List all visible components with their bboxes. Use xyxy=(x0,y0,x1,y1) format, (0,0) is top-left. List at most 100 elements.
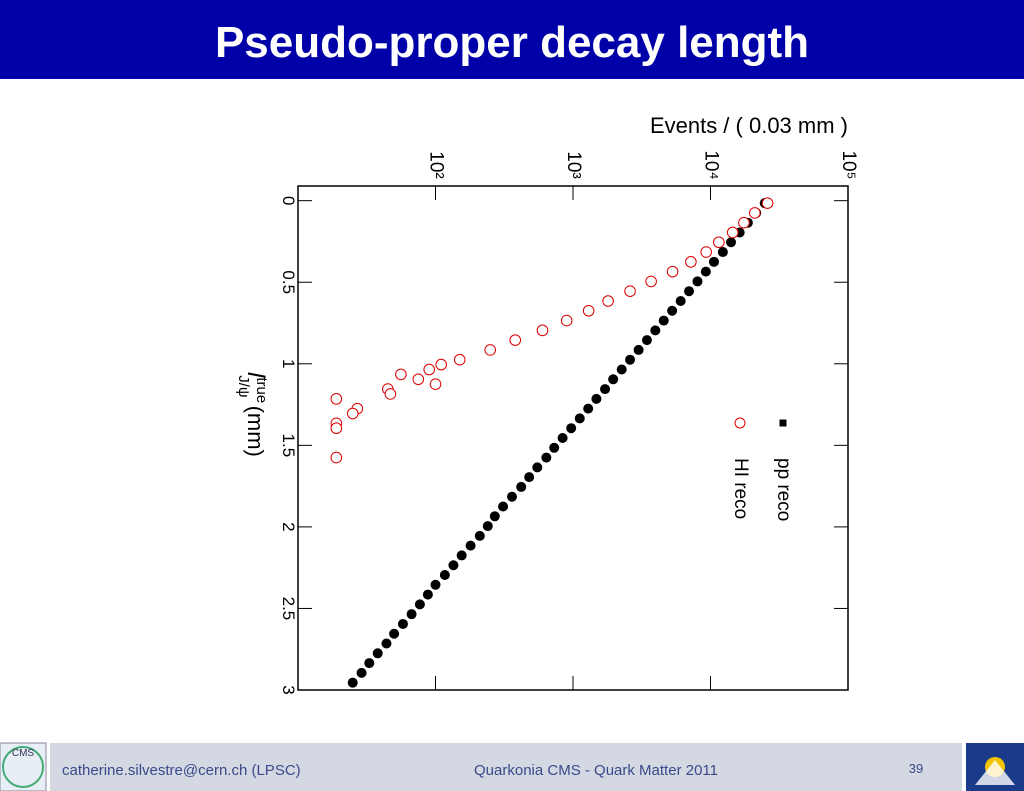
data-point xyxy=(381,638,392,649)
data-point xyxy=(484,344,497,356)
footer-event: Quarkonia CMS - Quark Matter 2011 xyxy=(474,762,718,779)
data-point xyxy=(498,501,509,512)
legend-marker xyxy=(734,417,746,429)
data-point xyxy=(372,648,383,659)
x-tick-label: 2.5 xyxy=(279,597,298,621)
data-point xyxy=(566,423,577,434)
data-point xyxy=(692,276,703,287)
data-point xyxy=(738,216,750,229)
data-point xyxy=(600,384,611,395)
data-point xyxy=(412,373,425,386)
plot-frame xyxy=(297,185,849,691)
legend-label: pp reco xyxy=(773,458,794,521)
x-tick-label: 2 xyxy=(279,522,298,531)
chart: 0 0.5 1 1.5 2 2.5 3 10² 10³ 10⁴ 10⁵ Events / ( 0.03… xyxy=(235,113,859,695)
x-axis-label-part: true xyxy=(253,377,270,403)
data-point xyxy=(717,247,728,258)
data-point xyxy=(532,462,543,473)
data-point xyxy=(583,403,594,414)
data-point xyxy=(474,530,485,541)
data-point xyxy=(658,315,669,326)
data-point xyxy=(625,354,636,365)
data-point xyxy=(435,358,447,371)
value-axis-label: Events / ( 0.03 mm ) xyxy=(650,113,848,138)
data-point xyxy=(549,442,560,453)
data-point xyxy=(602,295,614,307)
data-point xyxy=(726,226,739,239)
data-point xyxy=(560,314,573,327)
data-point xyxy=(645,275,657,288)
footer-bar xyxy=(50,743,962,791)
data-point xyxy=(448,560,459,571)
data-point xyxy=(395,368,407,381)
cms-logo-text: CMS xyxy=(12,748,35,759)
data-point xyxy=(429,378,442,390)
data-point xyxy=(675,295,686,306)
data-point xyxy=(439,570,450,581)
data-point xyxy=(482,521,493,532)
x-tick-label: 0.5 xyxy=(279,270,298,294)
data-point xyxy=(465,540,476,551)
footer-page: 39 xyxy=(909,761,923,776)
data-point xyxy=(666,265,679,278)
data-point xyxy=(489,511,500,522)
data-point xyxy=(608,374,619,385)
data-point xyxy=(591,393,602,404)
data-point xyxy=(641,335,652,346)
data-point xyxy=(582,304,595,317)
data-point xyxy=(422,589,433,600)
data-point xyxy=(749,207,761,219)
data-point xyxy=(453,353,466,366)
data-point xyxy=(397,618,408,629)
data-point xyxy=(616,364,627,375)
y-tick-label: 10² xyxy=(425,151,446,178)
data-point xyxy=(541,452,552,463)
data-point xyxy=(456,550,467,561)
data-point xyxy=(633,344,644,355)
data-point xyxy=(414,599,425,610)
data-point xyxy=(347,677,358,688)
data-point xyxy=(430,579,441,590)
data-point xyxy=(700,266,711,277)
data-point xyxy=(700,246,712,258)
title-bar xyxy=(0,0,1024,79)
data-point xyxy=(506,491,517,502)
cms-logo xyxy=(0,742,47,791)
y-tick-label: 10³ xyxy=(563,151,584,178)
x-axis-label-part: (mm) xyxy=(243,406,268,457)
legend-label: HI reco xyxy=(730,458,751,519)
data-point xyxy=(708,256,719,267)
data-point xyxy=(384,388,397,400)
data-point xyxy=(536,324,549,337)
y-tick-label: 10⁵ xyxy=(838,150,859,179)
data-point xyxy=(713,236,725,249)
data-point xyxy=(685,256,697,268)
data-point xyxy=(406,609,417,620)
legend-marker xyxy=(779,419,787,427)
slide-title: Pseudo-proper decay length xyxy=(215,18,809,67)
lpsc-logo-mountain xyxy=(975,760,1015,785)
x-axis-label: ltrueJ/ψ (mm) xyxy=(235,372,270,457)
x-tick-label: 1.5 xyxy=(279,434,298,458)
data-point xyxy=(650,325,661,336)
data-point xyxy=(509,334,522,346)
data-point xyxy=(389,628,400,639)
x-axis-label-part: J/ψ xyxy=(235,375,252,397)
data-point xyxy=(330,451,343,464)
data-point xyxy=(557,433,568,443)
data-point xyxy=(364,658,375,669)
data-point xyxy=(684,286,695,297)
cms-logo-ring xyxy=(2,746,44,788)
data-point xyxy=(346,407,359,420)
y-tick-label: 10⁴ xyxy=(700,150,721,179)
data-point xyxy=(356,667,367,678)
data-point xyxy=(574,413,585,424)
x-tick-label: 1 xyxy=(279,359,298,368)
x-tick-label: 0 xyxy=(279,196,298,205)
data-point xyxy=(624,285,636,298)
data-point xyxy=(667,305,678,316)
data-point xyxy=(524,472,535,483)
data-point xyxy=(330,393,343,405)
